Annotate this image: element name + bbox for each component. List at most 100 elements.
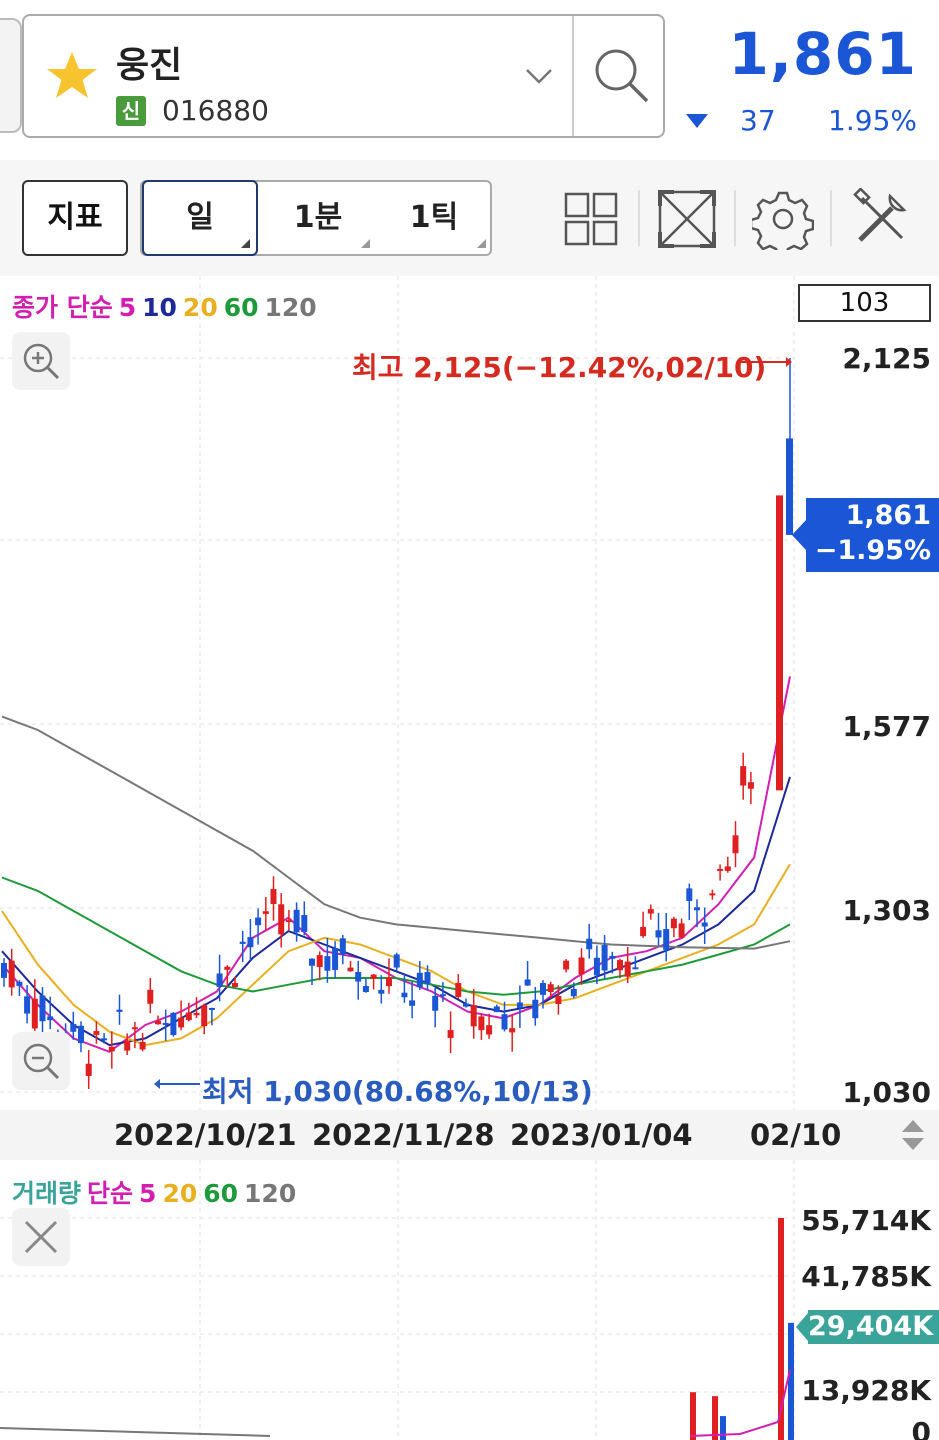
- candle-body: [324, 956, 331, 971]
- chevron-down-icon[interactable]: [524, 64, 554, 88]
- candle-body: [686, 888, 693, 901]
- period-label: 1틱: [409, 200, 459, 235]
- candle-body: [355, 971, 362, 982]
- divider: [830, 190, 832, 246]
- candle-body: [493, 1006, 500, 1013]
- candle-body: [786, 438, 793, 535]
- candle-body: [108, 1046, 115, 1052]
- x-tick-label: 2022/11/28: [312, 1118, 495, 1152]
- candle-body: [463, 1003, 469, 1007]
- candle-body: [131, 1027, 138, 1030]
- candle-body: [432, 995, 439, 1011]
- volume-bar: [712, 1396, 718, 1440]
- ma-line-60: [1, 876, 791, 996]
- candle-body: [416, 972, 423, 988]
- corner-triangle-icon: [477, 239, 486, 248]
- grid-layout-icon[interactable]: [560, 188, 622, 250]
- candle-body: [170, 1012, 177, 1036]
- candle-body: [670, 918, 677, 929]
- current-price-tag: 1,861 −1.95%: [792, 498, 939, 572]
- indicator-button[interactable]: 지표: [22, 180, 128, 256]
- resize-arrows-icon[interactable]: [898, 1116, 928, 1154]
- y-tick-label: 1,030: [842, 1076, 931, 1109]
- candle-body: [524, 979, 531, 986]
- gear-icon[interactable]: [752, 188, 814, 250]
- candle-body: [647, 909, 654, 914]
- header: 웅진 신 016880 1,861 37 1.95%: [0, 0, 939, 160]
- period-1tick-button[interactable]: 1틱: [376, 182, 492, 254]
- candle-body: [740, 766, 747, 786]
- candle-body: [578, 957, 585, 975]
- candle-body: [632, 967, 639, 970]
- period-selector: 일 1분 1틱: [140, 180, 492, 256]
- stock-name: 웅진: [116, 45, 183, 86]
- candle-body: [362, 985, 369, 993]
- candle-body: [776, 495, 783, 791]
- candle-body: [378, 989, 385, 994]
- volume-ma5: [689, 1369, 791, 1437]
- candle-body: [617, 960, 623, 971]
- tools-icon[interactable]: [850, 188, 912, 250]
- x-tick-label: 2022/10/21: [114, 1118, 297, 1152]
- candle-body: [39, 995, 46, 1022]
- candle-body: [747, 782, 754, 789]
- volume-chart[interactable]: 거래량 단순 5 20 60 120 55,714K 41,785K 13,928K 0 …: [0, 1160, 939, 1440]
- fullscreen-icon[interactable]: [656, 188, 718, 250]
- search-icon[interactable]: [592, 46, 652, 106]
- candle-body: [139, 1041, 146, 1050]
- candle-body: [386, 977, 392, 987]
- candle-body: [285, 920, 292, 923]
- candle-body: [709, 893, 716, 896]
- zoom-in-icon: [23, 343, 60, 380]
- close-icon: [24, 1220, 58, 1254]
- side-drawer-handle[interactable]: [0, 18, 22, 133]
- candle-body: [255, 917, 262, 926]
- ma-line-120: [1, 715, 791, 950]
- star-icon[interactable]: [44, 48, 100, 104]
- candle-body: [516, 1002, 523, 1008]
- volume-legend: 거래량 단순 5 20 60 120: [12, 1174, 302, 1210]
- zoom-in-button[interactable]: [12, 332, 70, 390]
- legend-ma20: 20: [182, 293, 218, 322]
- candle-body: [455, 983, 462, 997]
- candle-body: [663, 929, 670, 950]
- stock-selector[interactable]: 웅진 신 016880: [22, 14, 665, 138]
- y-tick-label: 1,303: [842, 894, 931, 927]
- candle-body: [701, 922, 708, 927]
- candle-body: [501, 1014, 508, 1030]
- legend-prefix: 종가 단순: [12, 293, 113, 322]
- candle-body: [655, 930, 662, 938]
- candle-body: [439, 994, 446, 997]
- candle-body: [486, 1025, 493, 1035]
- x-tick-label: 02/10: [750, 1118, 842, 1152]
- period-1min-button[interactable]: 1분: [260, 182, 376, 254]
- candle-body: [447, 1030, 454, 1038]
- divider: [572, 16, 574, 136]
- legend-ma120: 120: [264, 293, 317, 322]
- candle-body: [470, 1005, 477, 1027]
- candle-body: [678, 923, 685, 938]
- period-daily-button[interactable]: 일: [142, 180, 258, 256]
- candle-body: [309, 958, 315, 966]
- close-volume-button[interactable]: [12, 1208, 70, 1266]
- legend-ma120: 120: [244, 1179, 297, 1208]
- y-tick-label: 2,125: [842, 342, 931, 375]
- low-price-label: 최저 1,030(80.68%,10/13): [202, 1075, 593, 1108]
- period-label: 1분: [293, 200, 343, 235]
- candle-body: [232, 982, 238, 987]
- divider: [734, 190, 736, 246]
- high-price-label: 최고 2,125(−12.42%,02/10): [352, 351, 767, 384]
- candle-count-box[interactable]: 103: [798, 284, 931, 322]
- price-chart[interactable]: 종가 단순 5 10 20 60 120 103 최고 2,125(−12.42%,02/…: [0, 276, 939, 1110]
- credit-badge: 신: [116, 96, 146, 126]
- candle-body: [301, 915, 308, 932]
- candle-body: [201, 1005, 208, 1027]
- candle-body: [609, 955, 616, 959]
- zoom-out-button[interactable]: [12, 1032, 70, 1090]
- y-tick-label: 1,577: [842, 710, 931, 743]
- x-axis: 2022/10/21 2022/11/28 2023/01/04 02/10: [0, 1110, 939, 1160]
- candle-body: [540, 983, 546, 995]
- candle-body: [208, 1007, 215, 1011]
- price-change-pct: 1.95%: [828, 104, 917, 137]
- candle-body: [563, 960, 570, 970]
